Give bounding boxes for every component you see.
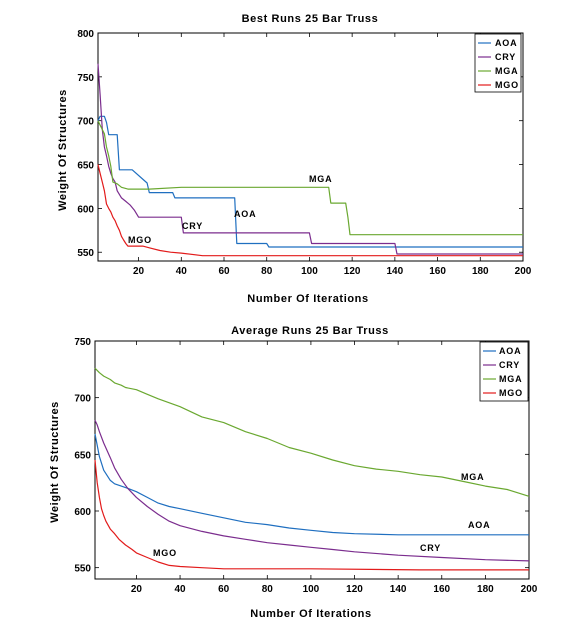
- y-axis-label: Weight Of Structures: [49, 401, 61, 523]
- plot-area-frame: [94, 340, 530, 580]
- x-tick-label: 160: [429, 266, 446, 277]
- annotation-aoa: AOA: [234, 209, 256, 219]
- x-tick-label: 140: [390, 584, 407, 595]
- legend-label-mga: MGA: [495, 66, 518, 76]
- x-tick-label: 60: [218, 584, 230, 595]
- x-tick-label: 180: [472, 266, 489, 277]
- legend: AOA CRY MGA MGO: [474, 33, 522, 93]
- legend-label-cry: CRY: [499, 360, 520, 370]
- series-line-mgo: [97, 164, 523, 257]
- y-tick-label: 700: [74, 394, 91, 405]
- series-line-cry: [94, 420, 530, 562]
- x-tick-label: 20: [131, 584, 143, 595]
- y-tick-label: 800: [77, 29, 94, 40]
- x-tick-label: 20: [133, 266, 145, 277]
- y-tick-label: 750: [74, 337, 91, 348]
- x-tick-label: 120: [346, 584, 363, 595]
- annotation-mga: MGA: [309, 174, 332, 184]
- y-tick-label: 750: [77, 73, 94, 84]
- tick-marks: 20 40 60 80 100 120 140 160 180 200 550 600 650 700 75…: [74, 337, 537, 595]
- x-tick-label: 140: [387, 266, 404, 277]
- y-axis-label: Weight Of Structures: [57, 89, 69, 211]
- x-axis-label: Number Of Iterations: [247, 293, 368, 305]
- legend-label-mgo: MGO: [499, 388, 523, 398]
- series-line-aoa: [97, 115, 523, 248]
- chart-title: Average Runs 25 Bar Truss: [231, 325, 389, 337]
- series-line-aoa: [94, 433, 529, 536]
- legend-label-aoa: AOA: [499, 346, 521, 356]
- x-tick-label: 100: [301, 266, 318, 277]
- series-line-mga: [94, 367, 530, 497]
- x-tick-label: 40: [174, 584, 186, 595]
- x-tick-label: 40: [176, 266, 188, 277]
- x-tick-label: 100: [303, 584, 320, 595]
- annotation-mgo: MGO: [128, 235, 152, 245]
- annotation-mga: MGA: [461, 472, 484, 482]
- y-tick-label: 550: [77, 248, 94, 259]
- series-line-mga: [97, 120, 523, 236]
- chart-title: Best Runs 25 Bar Truss: [242, 13, 379, 25]
- y-tick-label: 700: [77, 117, 94, 128]
- y-tick-label: 550: [74, 564, 91, 575]
- legend-label-cry: CRY: [495, 52, 516, 62]
- annotation-aoa: AOA: [468, 520, 490, 530]
- plot-area-frame: [97, 32, 524, 262]
- annotation-cry: CRY: [420, 543, 441, 553]
- x-tick-label: 80: [261, 266, 273, 277]
- y-tick-label: 650: [77, 161, 94, 172]
- x-tick-label: 180: [477, 584, 494, 595]
- x-tick-label: 200: [515, 266, 532, 277]
- annotation-cry: CRY: [182, 221, 203, 231]
- tick-marks: 20 40 60 80 100 120 140 160 180 200 550 600 650 700 75…: [77, 29, 531, 277]
- y-tick-label: 600: [74, 507, 91, 518]
- x-tick-label: 120: [344, 266, 361, 277]
- y-tick-label: 600: [77, 204, 94, 215]
- plot-best-runs: Best Runs 25 Bar Truss 20 40 60 80 100 120 140…: [57, 13, 532, 305]
- series-line-cry: [97, 63, 523, 255]
- legend-label-mgo: MGO: [495, 80, 519, 90]
- legend-box: [474, 33, 522, 93]
- x-tick-label: 60: [218, 266, 230, 277]
- annotation-mgo: MGO: [153, 548, 177, 558]
- x-tick-label: 200: [521, 584, 538, 595]
- series-line-mgo: [94, 459, 529, 571]
- x-axis-label: Number Of Iterations: [250, 608, 371, 620]
- legend-label-mga: MGA: [499, 374, 522, 384]
- legend-box: [479, 341, 529, 402]
- legend-label-aoa: AOA: [495, 38, 517, 48]
- plot-average-runs: Average Runs 25 Bar Truss 20 40 60 80 100 120…: [49, 325, 538, 620]
- y-tick-label: 650: [74, 450, 91, 461]
- x-tick-label: 160: [433, 584, 450, 595]
- legend: AOA CRY MGA MGO: [479, 341, 529, 402]
- series-lines: [94, 367, 530, 571]
- x-tick-label: 80: [262, 584, 274, 595]
- series-lines: [97, 63, 523, 257]
